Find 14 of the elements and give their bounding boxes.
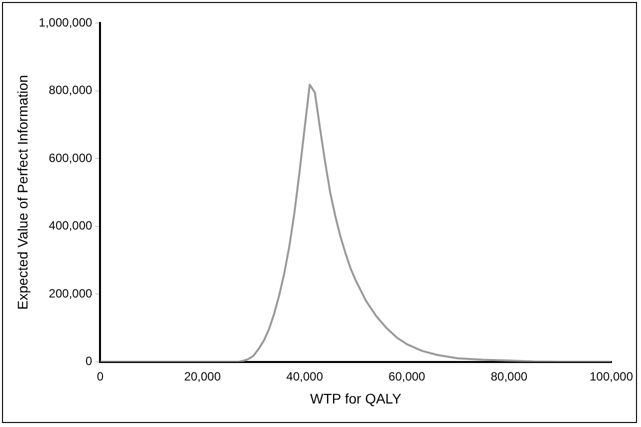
y-tick-label: 800,000 [48, 83, 92, 98]
x-axis-title: WTP for QALY [310, 390, 402, 406]
x-tick-label: 80,000 [490, 369, 528, 384]
y-tick-label: 400,000 [48, 218, 92, 233]
y-tick-label: 0 [85, 354, 92, 368]
x-tick-label: 40,000 [286, 369, 324, 384]
x-tick-label: 0 [96, 369, 104, 384]
y-tick-label: 200,000 [48, 286, 92, 300]
y-tick-label: 1,000,000 [38, 15, 93, 30]
x-tick-label: 100,000 [590, 369, 634, 384]
y-tick-label: 600,000 [48, 150, 92, 165]
x-tick-label: 60,000 [388, 369, 426, 384]
y-axis-title: Expected Value of Perfect Information [14, 75, 30, 310]
x-tick-label: 20,000 [184, 369, 222, 384]
